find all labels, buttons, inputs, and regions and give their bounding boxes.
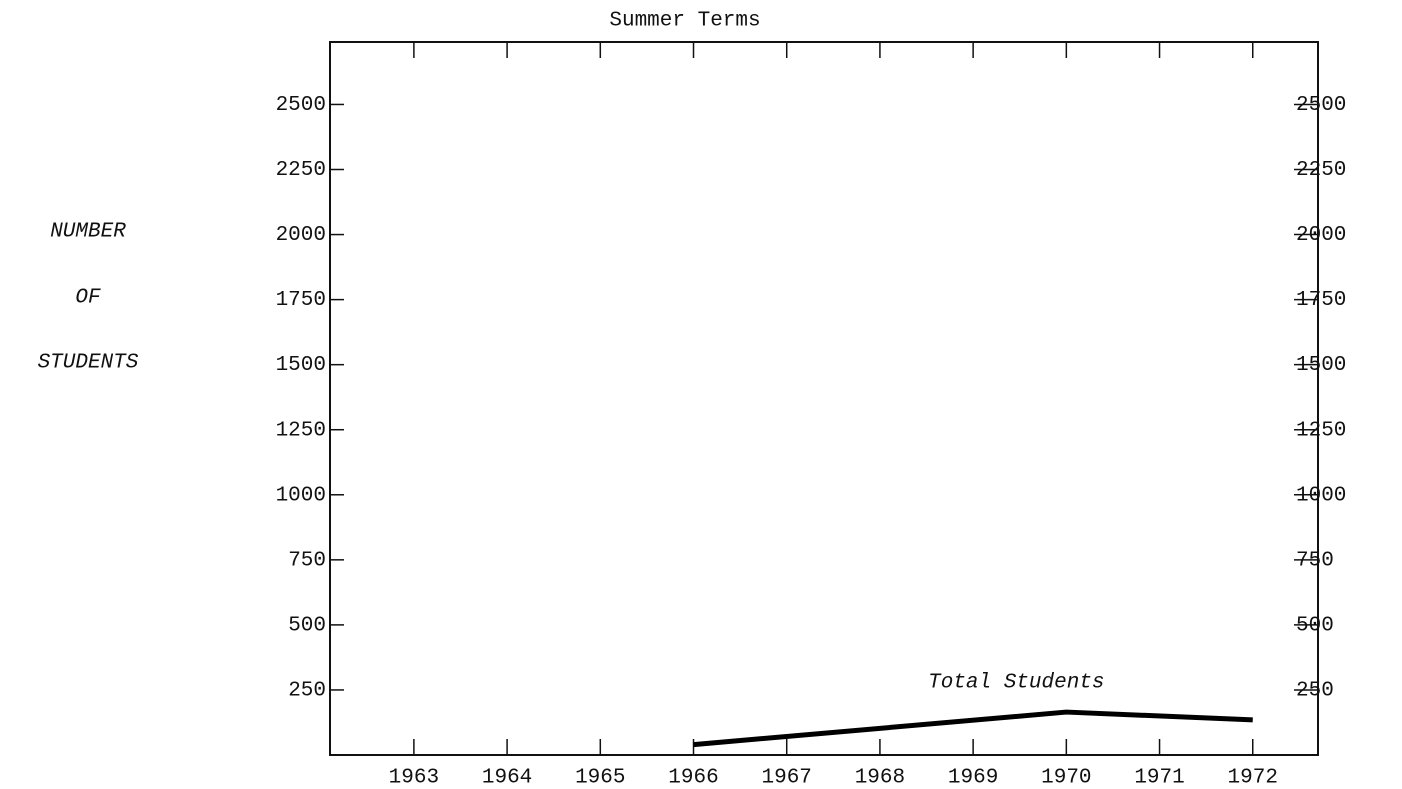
y-axis-label: NUMBER <box>50 221 126 244</box>
y-tick-label: 250 <box>288 679 326 702</box>
y-tick-label: 500 <box>288 614 326 637</box>
y2-tick-label: 1750 <box>1296 289 1346 312</box>
y-tick-label: 2000 <box>276 224 326 247</box>
y-axis-label: OF <box>75 287 101 310</box>
chart-title: Summer Terms <box>609 10 760 33</box>
y-tick-label: 1250 <box>276 419 326 442</box>
x-tick-label: 1970 <box>1041 767 1091 789</box>
y2-tick-label: 1250 <box>1296 419 1346 442</box>
x-tick-label: 1972 <box>1228 767 1278 789</box>
y-tick-label: 750 <box>288 549 326 572</box>
y2-tick-label: 2500 <box>1296 94 1346 117</box>
series-label: Total Students <box>928 672 1104 695</box>
y-tick-label: 1750 <box>276 289 326 312</box>
y-tick-label: 1500 <box>276 354 326 377</box>
y-tick-label: 2500 <box>276 94 326 117</box>
y2-tick-label: 250 <box>1296 679 1334 702</box>
y2-tick-label: 2250 <box>1296 159 1346 182</box>
y2-tick-label: 750 <box>1296 549 1334 572</box>
x-tick-label: 1966 <box>668 767 718 789</box>
data-line <box>693 709 1253 748</box>
x-tick-label: 1968 <box>855 767 905 789</box>
x-tick-label: 1964 <box>482 767 532 789</box>
y2-tick-label: 2000 <box>1296 224 1346 247</box>
y-axis-label: STUDENTS <box>38 352 139 375</box>
x-tick-label: 1967 <box>762 767 812 789</box>
x-tick-label: 1963 <box>389 767 439 789</box>
y-tick-label: 1000 <box>276 484 326 507</box>
y2-tick-label: 500 <box>1296 614 1334 637</box>
x-tick-label: 1971 <box>1134 767 1184 789</box>
plot-frame <box>329 41 1319 756</box>
y2-tick-label: 1500 <box>1296 354 1346 377</box>
y-tick-label: 2250 <box>276 159 326 182</box>
x-tick-label: 1965 <box>575 767 625 789</box>
x-tick-label: 1969 <box>948 767 998 789</box>
y2-tick-label: 1000 <box>1296 484 1346 507</box>
